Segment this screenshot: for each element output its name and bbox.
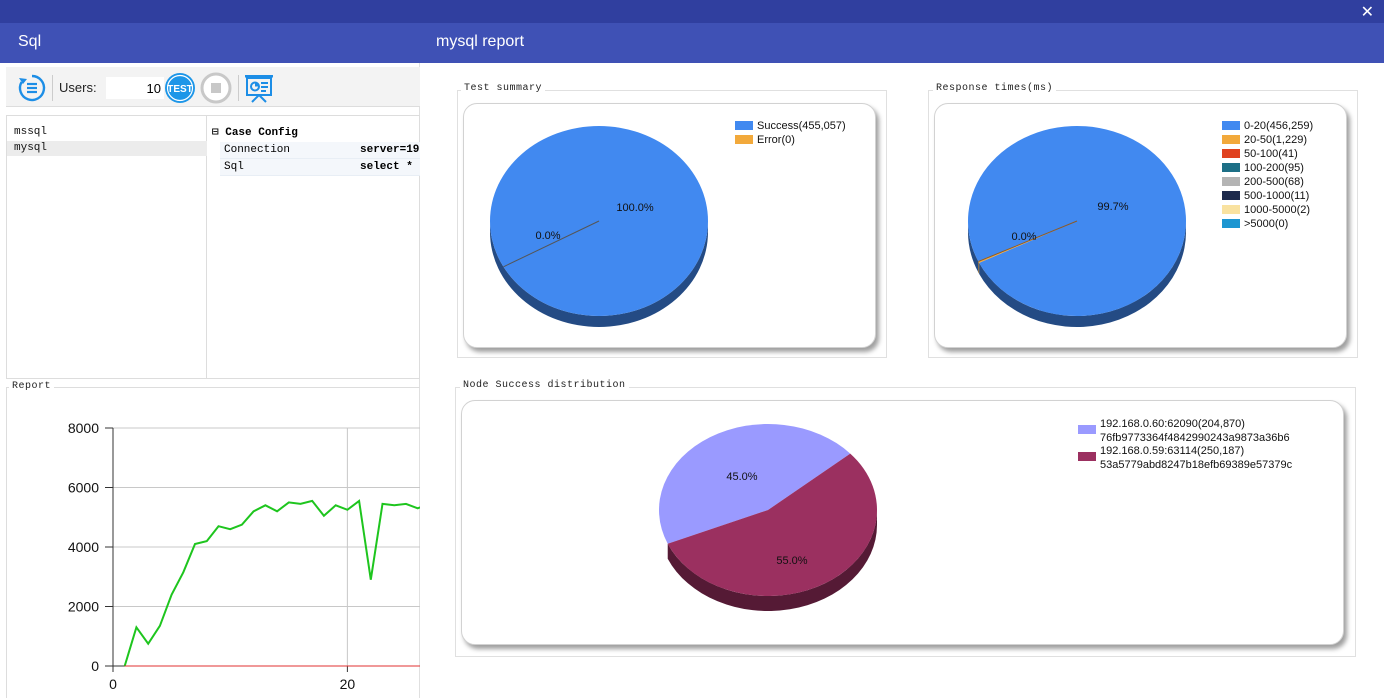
test-button-label: TEST <box>167 84 193 95</box>
case-config-title: Case Config <box>225 127 298 139</box>
report-group-title: Report <box>9 381 55 392</box>
report-title: mysql report <box>436 33 525 50</box>
toolbar-separator <box>238 75 239 101</box>
legend-item: 50-100(41) <box>1222 147 1313 161</box>
response-times-pie: 99.7% 0.0% <box>968 126 1187 327</box>
x-tick-label: 20 <box>340 676 356 692</box>
pie-side-0-20 <box>968 221 979 273</box>
list-item-mssql[interactable]: mssql <box>14 126 48 138</box>
property-key: Sql <box>224 161 244 173</box>
y-tick-label: 2000 <box>68 599 99 615</box>
pie-percent-label: 100.0% <box>616 202 654 214</box>
legend-item: 0-20(456,259) <box>1222 119 1313 133</box>
pie-percent-label: 99.7% <box>1097 201 1128 213</box>
legend-item: >5000(0) <box>1222 217 1313 231</box>
toolbar-separator <box>52 75 53 101</box>
legend-swatch <box>1078 452 1096 461</box>
y-tick-label: 8000 <box>68 420 99 436</box>
pie-leader-line <box>978 220 1078 262</box>
y-tick-label: 0 <box>91 658 99 674</box>
test-summary-group: 100.0% 0.0% Success(455,057) Error(0) <box>457 90 887 358</box>
pie-slice-192.168.0.59:63114 <box>667 453 877 596</box>
property-row[interactable]: Sql select * <box>220 159 420 176</box>
list-item-mysql[interactable]: mysql <box>7 141 207 156</box>
series-line-success <box>123 499 420 667</box>
legend-item: 100-200(95) <box>1222 161 1313 175</box>
case-list-panel: mssql mysql ⊟ Case Config Connection ser… <box>6 115 420 379</box>
pie-slice-192.168.0.60:62090 <box>659 423 851 544</box>
pie-percent-label: 0.0% <box>1011 231 1036 243</box>
node-distribution-pie: 45.0% 55.0% <box>659 423 877 611</box>
legend-item: 500-1000(11) <box>1222 189 1313 203</box>
legend-swatch <box>1222 121 1240 130</box>
pie-side <box>667 510 877 611</box>
response-times-group: 99.7% 0.0% 0-20(456,259) 20-50(1,229) 50-… <box>928 90 1358 358</box>
pie-percent-label: 55.0% <box>776 555 807 567</box>
case-list: mssql mysql <box>7 116 207 378</box>
legend-swatch <box>1078 425 1096 434</box>
users-label: Users: <box>59 80 97 95</box>
legend-swatch <box>735 121 753 130</box>
legend-swatch <box>1222 219 1240 228</box>
property-value: select * <box>360 161 413 173</box>
response-times-card: 99.7% 0.0% 0-20(456,259) 20-50(1,229) 50-… <box>934 103 1347 348</box>
response-times-legend: 0-20(456,259) 20-50(1,229) 50-100(41) 10… <box>1222 119 1313 231</box>
left-panel: Users: TEST mssql mysql <box>0 63 420 698</box>
y-tick-label: 4000 <box>68 539 99 555</box>
legend-swatch <box>1222 191 1240 200</box>
case-config-header[interactable]: ⊟ Case Config <box>212 125 298 139</box>
property-row[interactable]: Connection server=19 <box>220 142 420 159</box>
pie-slice-0-20 <box>968 126 1187 317</box>
pie-leader-line <box>503 220 600 268</box>
property-value: server=19 <box>360 144 420 156</box>
test-summary-legend: Success(455,057) Error(0) <box>735 119 846 147</box>
test-summary-pie: 100.0% 0.0% <box>490 126 708 327</box>
node-distribution-legend: 192.168.0.60:62090(204,870) 76fb9773364f4… <box>1078 417 1292 471</box>
node-distribution-card: 45.0% 55.0% 192.168.0.60:62090(204,870) 76… <box>461 400 1344 645</box>
pie-percent-label: 45.0% <box>726 471 757 483</box>
case-config-grid: ⊟ Case Config Connection server=19 Sql s… <box>208 116 420 378</box>
close-icon[interactable]: ✕ <box>1360 2 1374 21</box>
presentation-icon[interactable] <box>243 72 275 104</box>
test-summary-title: Test summary <box>461 83 546 94</box>
y-tick-label: 6000 <box>68 480 99 496</box>
property-key: Connection <box>224 144 291 156</box>
legend-item: Success(455,057) <box>735 119 846 133</box>
legend-swatch <box>735 135 753 144</box>
x-tick-label: 0 <box>109 676 117 692</box>
legend-item: 1000-5000(2) <box>1222 203 1313 217</box>
test-button[interactable]: TEST <box>164 72 196 104</box>
response-times-title: Response times(ms) <box>933 83 1057 94</box>
legend-item: 192.168.0.59:63114(250,187) 53a5779abd824… <box>1078 444 1292 471</box>
pie-side <box>968 221 1186 327</box>
legend-swatch <box>1222 135 1240 144</box>
report-panel: 0 2000 4000 6000 8000 0 20 <box>6 387 420 698</box>
legend-swatch <box>1222 205 1240 214</box>
pie-top <box>968 126 1187 317</box>
refresh-list-icon[interactable] <box>17 73 47 103</box>
collapse-icon[interactable]: ⊟ <box>212 127 219 139</box>
pie-top <box>659 423 877 596</box>
legend-item: 200-500(68) <box>1222 175 1313 189</box>
pie-side-192.168.0.59:63114 <box>667 510 877 611</box>
report-line-chart: 0 2000 4000 6000 8000 0 20 <box>68 420 420 692</box>
legend-item: 20-50(1,229) <box>1222 133 1313 147</box>
header-bar: Sql mysql report <box>0 23 1384 63</box>
stop-icon[interactable] <box>200 72 232 104</box>
legend-item: Error(0) <box>735 133 846 147</box>
legend-swatch <box>1222 163 1240 172</box>
node-distribution-group: 45.0% 55.0% 192.168.0.60:62090(204,870) 76… <box>455 387 1356 657</box>
legend-swatch <box>1222 177 1240 186</box>
users-input[interactable] <box>106 77 164 99</box>
test-summary-card: 100.0% 0.0% Success(455,057) Error(0) <box>463 103 876 348</box>
pie-side-20-50 <box>978 261 980 274</box>
left-panel-title: Sql <box>18 33 42 50</box>
window-titlebar: ✕ <box>0 0 1384 23</box>
pie-percent-label: 0.0% <box>535 230 560 242</box>
toolbar: Users: TEST <box>6 67 420 107</box>
node-distribution-title: Node Success distribution <box>460 380 629 391</box>
legend-swatch <box>1222 149 1240 158</box>
legend-item: 192.168.0.60:62090(204,870) 76fb9773364f4… <box>1078 417 1292 444</box>
report-area: 100.0% 0.0% Success(455,057) Error(0) Tes… <box>420 63 1384 698</box>
